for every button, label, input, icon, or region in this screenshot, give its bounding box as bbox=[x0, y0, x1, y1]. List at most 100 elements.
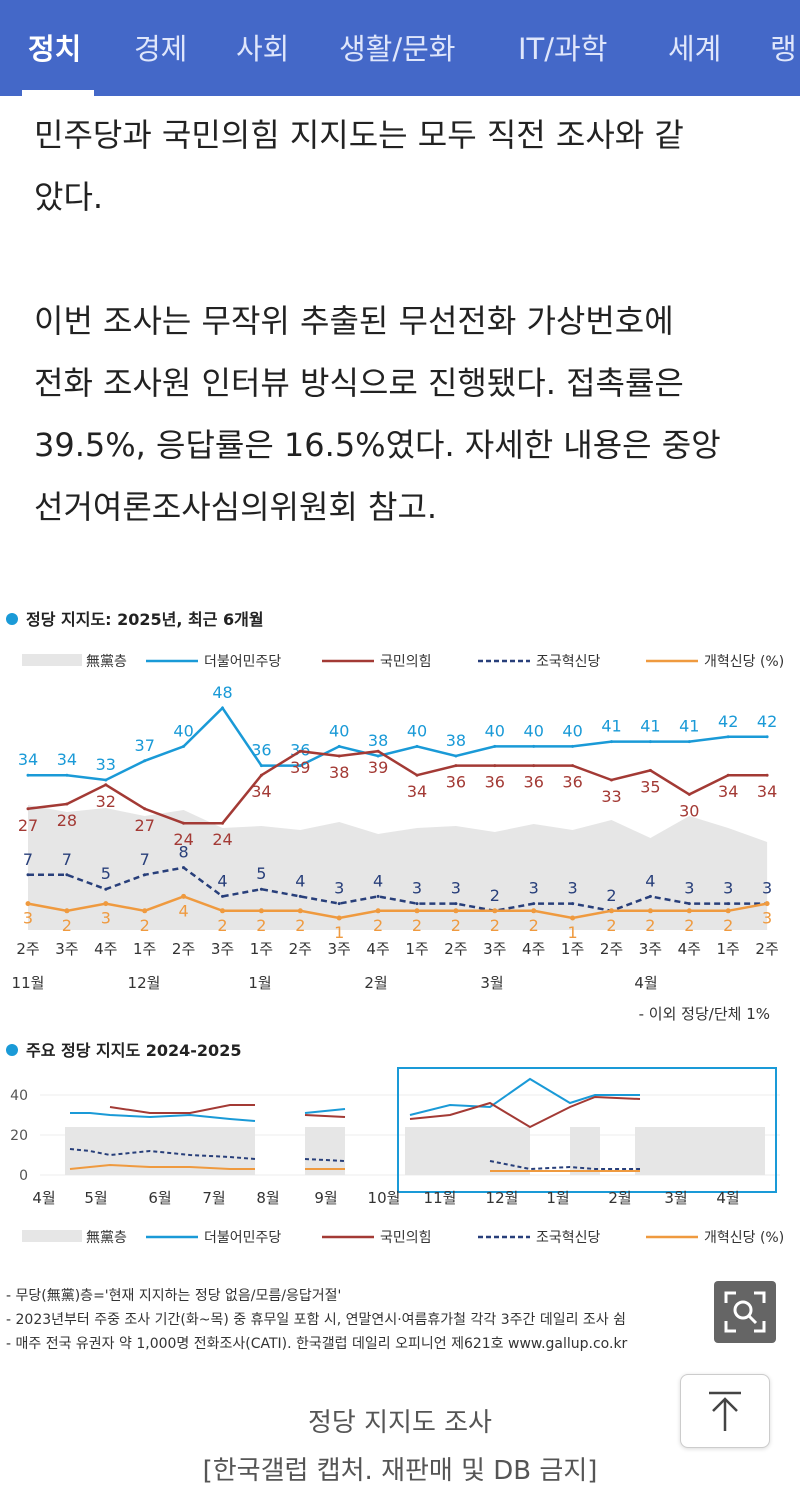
tab-politics[interactable]: 정치 bbox=[28, 32, 82, 66]
data-point bbox=[26, 773, 30, 777]
legend-label: 더불어민주당 bbox=[204, 1230, 281, 1246]
article-paragraph: 민주당과 국민의힘 지지도는 모두 직전 조사와 같 았다. bbox=[34, 104, 774, 228]
data-point bbox=[726, 773, 730, 777]
data-label: 5 bbox=[101, 864, 111, 883]
data-label: 2 bbox=[140, 916, 150, 935]
data-label: 32 bbox=[96, 792, 116, 811]
series2-line-1 bbox=[304, 1114, 346, 1118]
data-label: 7 bbox=[23, 850, 33, 869]
data-point bbox=[143, 807, 147, 811]
data-label: 38 bbox=[368, 731, 388, 750]
data-label: 36 bbox=[446, 773, 466, 792]
data-point bbox=[687, 902, 691, 906]
data-label: 7 bbox=[140, 850, 150, 869]
tab-society[interactable]: 사회 bbox=[236, 32, 290, 66]
data-label: 27 bbox=[18, 816, 38, 835]
data-point bbox=[687, 792, 691, 796]
data-point bbox=[609, 908, 614, 914]
x-tick-label: 1주 bbox=[405, 940, 428, 958]
data-label: 36 bbox=[524, 773, 544, 792]
data-label: 2 bbox=[373, 916, 383, 935]
data-label: 40 bbox=[173, 721, 193, 740]
series2-line-2 bbox=[69, 1148, 256, 1160]
data-label: 8 bbox=[179, 843, 189, 862]
data-label: 34 bbox=[407, 782, 427, 801]
data-point bbox=[493, 764, 497, 768]
data-point bbox=[648, 740, 652, 744]
legend-swatch-none bbox=[22, 1230, 82, 1242]
data-point bbox=[221, 894, 224, 898]
data-point bbox=[337, 744, 341, 748]
data-point bbox=[182, 744, 186, 748]
data-point bbox=[221, 706, 224, 710]
legend-label: 개혁신당 (%) bbox=[704, 1230, 784, 1246]
x-tick-label: 2월 bbox=[608, 1189, 631, 1207]
data-label: 3 bbox=[568, 879, 578, 898]
month-label: 2월 bbox=[364, 974, 387, 992]
x-tick-label: 1주 bbox=[717, 940, 740, 958]
data-label: 3 bbox=[101, 909, 111, 928]
legend-label: 조국혁신당 bbox=[536, 1230, 601, 1246]
month-label: 1월 bbox=[248, 974, 271, 992]
data-label: 41 bbox=[640, 717, 660, 736]
data-point bbox=[25, 901, 31, 907]
image-zoom-button[interactable] bbox=[714, 1281, 776, 1343]
data-point bbox=[726, 735, 730, 739]
data-point bbox=[492, 908, 498, 914]
legend-label: 조국혁신당 bbox=[536, 654, 601, 670]
data-label: 40 bbox=[407, 721, 427, 740]
series-line-0 bbox=[28, 706, 768, 782]
x-tick-label: 2주 bbox=[289, 940, 312, 958]
series-line-1 bbox=[27, 749, 768, 825]
x-tick-label: 4주 bbox=[366, 940, 389, 958]
month-label: 4월 bbox=[634, 974, 657, 992]
x-tick-label: 3주 bbox=[55, 940, 78, 958]
data-label: 3 bbox=[529, 879, 539, 898]
chart2-plot: 0 20 40 4월 5월 6월 7월 8월 9월 10월 11월 12월 1월 2월 3월 4월 bbox=[10, 1067, 780, 1207]
tab-life-culture[interactable]: 생활/문화 bbox=[339, 32, 456, 66]
x-tick-label: 2주 bbox=[16, 940, 39, 958]
data-point bbox=[415, 902, 419, 906]
chart-notes: - 무당(無黨)층='현재 지지하는 정당 없음/모름/응답거절' - 2023… bbox=[6, 1284, 800, 1356]
x-tick-label: 1월 bbox=[546, 1189, 569, 1207]
data-point bbox=[26, 873, 30, 877]
data-label: 4 bbox=[217, 871, 227, 890]
active-tab-indicator bbox=[22, 90, 94, 96]
tab-world[interactable]: 세계 bbox=[668, 32, 722, 66]
series2-line-0 bbox=[70, 1112, 256, 1122]
data-point bbox=[570, 915, 576, 921]
chart-figure[interactable]: 정당 지지도: 2025년, 최근 6개월 無黨층 더불어민주당 국민의힘 조국혁신당… bbox=[0, 590, 800, 1284]
tab-economy[interactable]: 경제 bbox=[134, 32, 188, 66]
data-point bbox=[493, 744, 497, 748]
data-point bbox=[648, 768, 652, 772]
data-label: 37 bbox=[135, 736, 155, 755]
data-label: 3 bbox=[334, 879, 344, 898]
x-tick-label: 4주 bbox=[678, 940, 701, 958]
scroll-top-button[interactable] bbox=[680, 1374, 770, 1448]
x-tick-label: 12월 bbox=[486, 1189, 519, 1207]
data-label: 2 bbox=[606, 916, 616, 935]
tab-it-science[interactable]: IT/과학 bbox=[518, 32, 608, 66]
note-line: - 매주 전국 유권자 약 1,000명 전화조사(CATI). 한국갤럽 데일… bbox=[6, 1336, 628, 1352]
data-point bbox=[532, 764, 536, 768]
note-line: - 무당(無黨)층='현재 지지하는 정당 없음/모름/응답거절' bbox=[6, 1288, 342, 1304]
paragraph-line: 았다. bbox=[34, 178, 104, 216]
tab-ranking[interactable]: 랭 bbox=[770, 32, 797, 66]
month-label: 12월 bbox=[128, 974, 161, 992]
data-point bbox=[65, 802, 69, 806]
data-point bbox=[143, 759, 147, 763]
x-tick-label: 2주 bbox=[172, 940, 195, 958]
month-label: 3월 bbox=[480, 974, 503, 992]
title-bullet-icon bbox=[6, 1044, 18, 1056]
paragraph-line: 선거여론조사심의위원회 참고. bbox=[34, 488, 438, 526]
data-label: 7 bbox=[62, 850, 72, 869]
data-point bbox=[104, 778, 108, 782]
data-point bbox=[143, 873, 147, 877]
arrow-up-icon bbox=[709, 1391, 741, 1431]
x-tick-label: 7월 bbox=[202, 1189, 225, 1207]
data-label: 2 bbox=[684, 916, 694, 935]
x-tick-label: 3월 bbox=[664, 1189, 687, 1207]
chart2-title: 주요 정당 지지도 2024-2025 bbox=[26, 1041, 241, 1060]
x-tick-label: 8월 bbox=[256, 1189, 279, 1207]
x-tick-label: 11월 bbox=[424, 1189, 457, 1207]
